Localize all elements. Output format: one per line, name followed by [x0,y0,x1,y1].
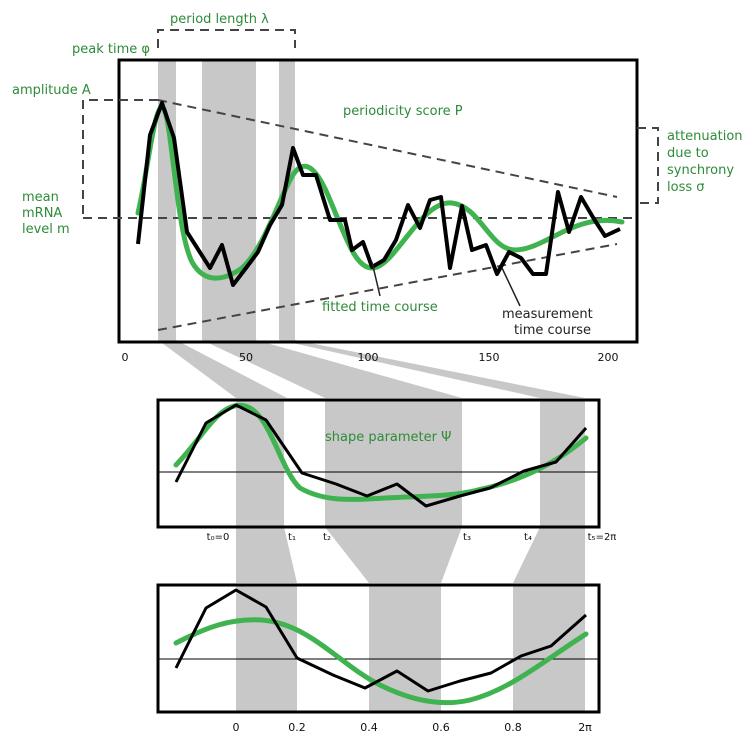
fitted-leader [371,261,381,297]
mid-tick-t2: t₂ [323,532,331,543]
label-mean-3: level m [22,222,70,237]
mid-tick-t5: t₅=2π [588,532,617,543]
amplitude-bracket [82,99,158,218]
label-fitted: fitted time course [322,300,438,315]
upper-envelope [157,99,618,198]
measurement-leader [501,267,521,307]
band-second-peak [279,60,295,340]
band-connectors-top [158,340,585,398]
label-mean-1: mean [22,190,59,205]
attenuation-bracket [637,127,659,204]
bottom-tick-0.2: 0.2 [288,721,306,734]
label-periodicity-score: periodicity score P [343,104,463,119]
label-attenuation-4: loss σ [667,180,704,195]
lower-envelope [157,243,618,331]
label-shape-parameter: shape parameter Ψ [325,430,451,445]
label-measurement-2: time course [514,323,591,338]
middle-panel: t₀=0 t₁ t₂ t₃ t₄ t₅=2π [156,398,617,543]
mid-tick-t1: t₁ [288,532,296,543]
period-bracket [157,29,296,48]
bottom-band-3 [513,585,585,712]
bottom-band-1 [236,585,297,712]
bottom-panel: 0 0.2 0.4 0.6 0.8 2π [156,583,601,734]
label-peak-time: peak time φ [72,42,150,57]
mid-band-2 [325,400,462,527]
top-tick-50: 50 [239,351,253,364]
mid-tick-t4: t₄ [524,532,532,543]
bottom-fitted-curve [173,617,589,706]
top-tick-100: 100 [358,351,379,364]
top-frame [117,58,639,344]
middle-frame [156,398,601,529]
label-attenuation-1: attenuation [667,129,743,144]
label-measurement-1: measurement [502,307,593,322]
band-trough [202,60,256,340]
bottom-tick-2pi: 2π [578,721,592,734]
bottom-tick-0.6: 0.6 [432,721,450,734]
measurement-time-course [136,101,621,287]
label-mean-2: mRNA [22,206,62,221]
top-panel: 0 50 100 150 200 [82,29,659,364]
label-attenuation-3: synchrony [667,163,734,178]
top-tick-200: 200 [598,351,619,364]
bottom-measurement-curve [174,588,587,693]
label-attenuation-2: due to [667,146,709,161]
bottom-tick-0: 0 [233,721,240,734]
mid-tick-t3: t₃ [463,532,471,543]
fitted-time-course [135,105,625,281]
top-tick-0: 0 [122,351,129,364]
bottom-tick-0.4: 0.4 [360,721,378,734]
band-connectors-bottom [236,527,585,583]
bottom-frame [156,583,601,714]
mid-tick-t0: t₀=0 [207,532,230,543]
top-tick-150: 150 [479,351,500,364]
mid-measurement-curve [174,403,588,508]
label-period-length: period length λ [170,12,269,27]
label-amplitude: amplitude A [12,83,91,98]
bottom-tick-0.8: 0.8 [504,721,522,734]
